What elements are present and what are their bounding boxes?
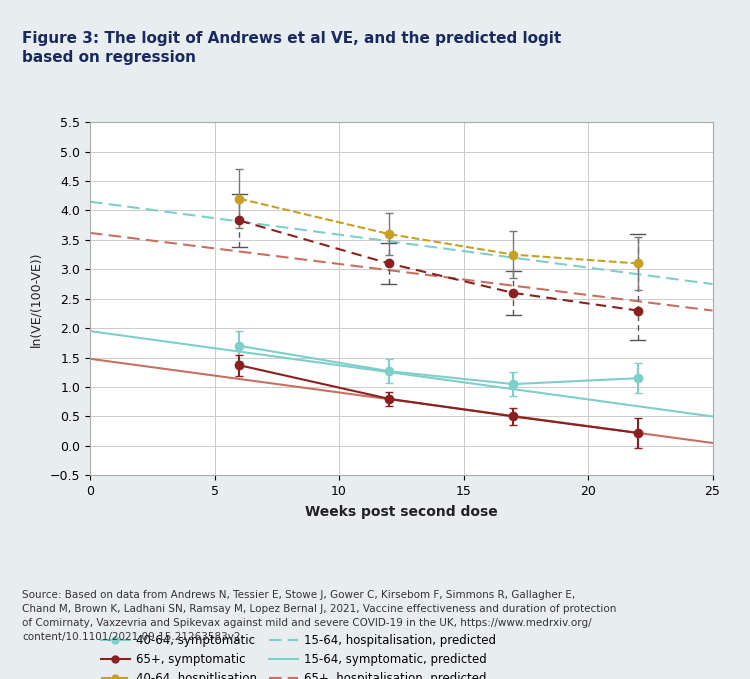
X-axis label: Weeks post second dose: Weeks post second dose [304,505,498,519]
Legend: 40-64, symptomatic, 65+, symptomatic, 40-64, hospitlisation, 65+, hospitlisation: 40-64, symptomatic, 65+, symptomatic, 40… [96,629,501,679]
Text: Source: Based on data from Andrews N, Tessier E, Stowe J, Gower C, Kirsebom F, S: Source: Based on data from Andrews N, Te… [22,589,616,642]
Y-axis label: ln(VE/(100-VE)): ln(VE/(100-VE)) [30,251,43,346]
Text: Figure 3: The logit of Andrews et al VE, and the predicted logit
based on regres: Figure 3: The logit of Andrews et al VE,… [22,31,562,65]
